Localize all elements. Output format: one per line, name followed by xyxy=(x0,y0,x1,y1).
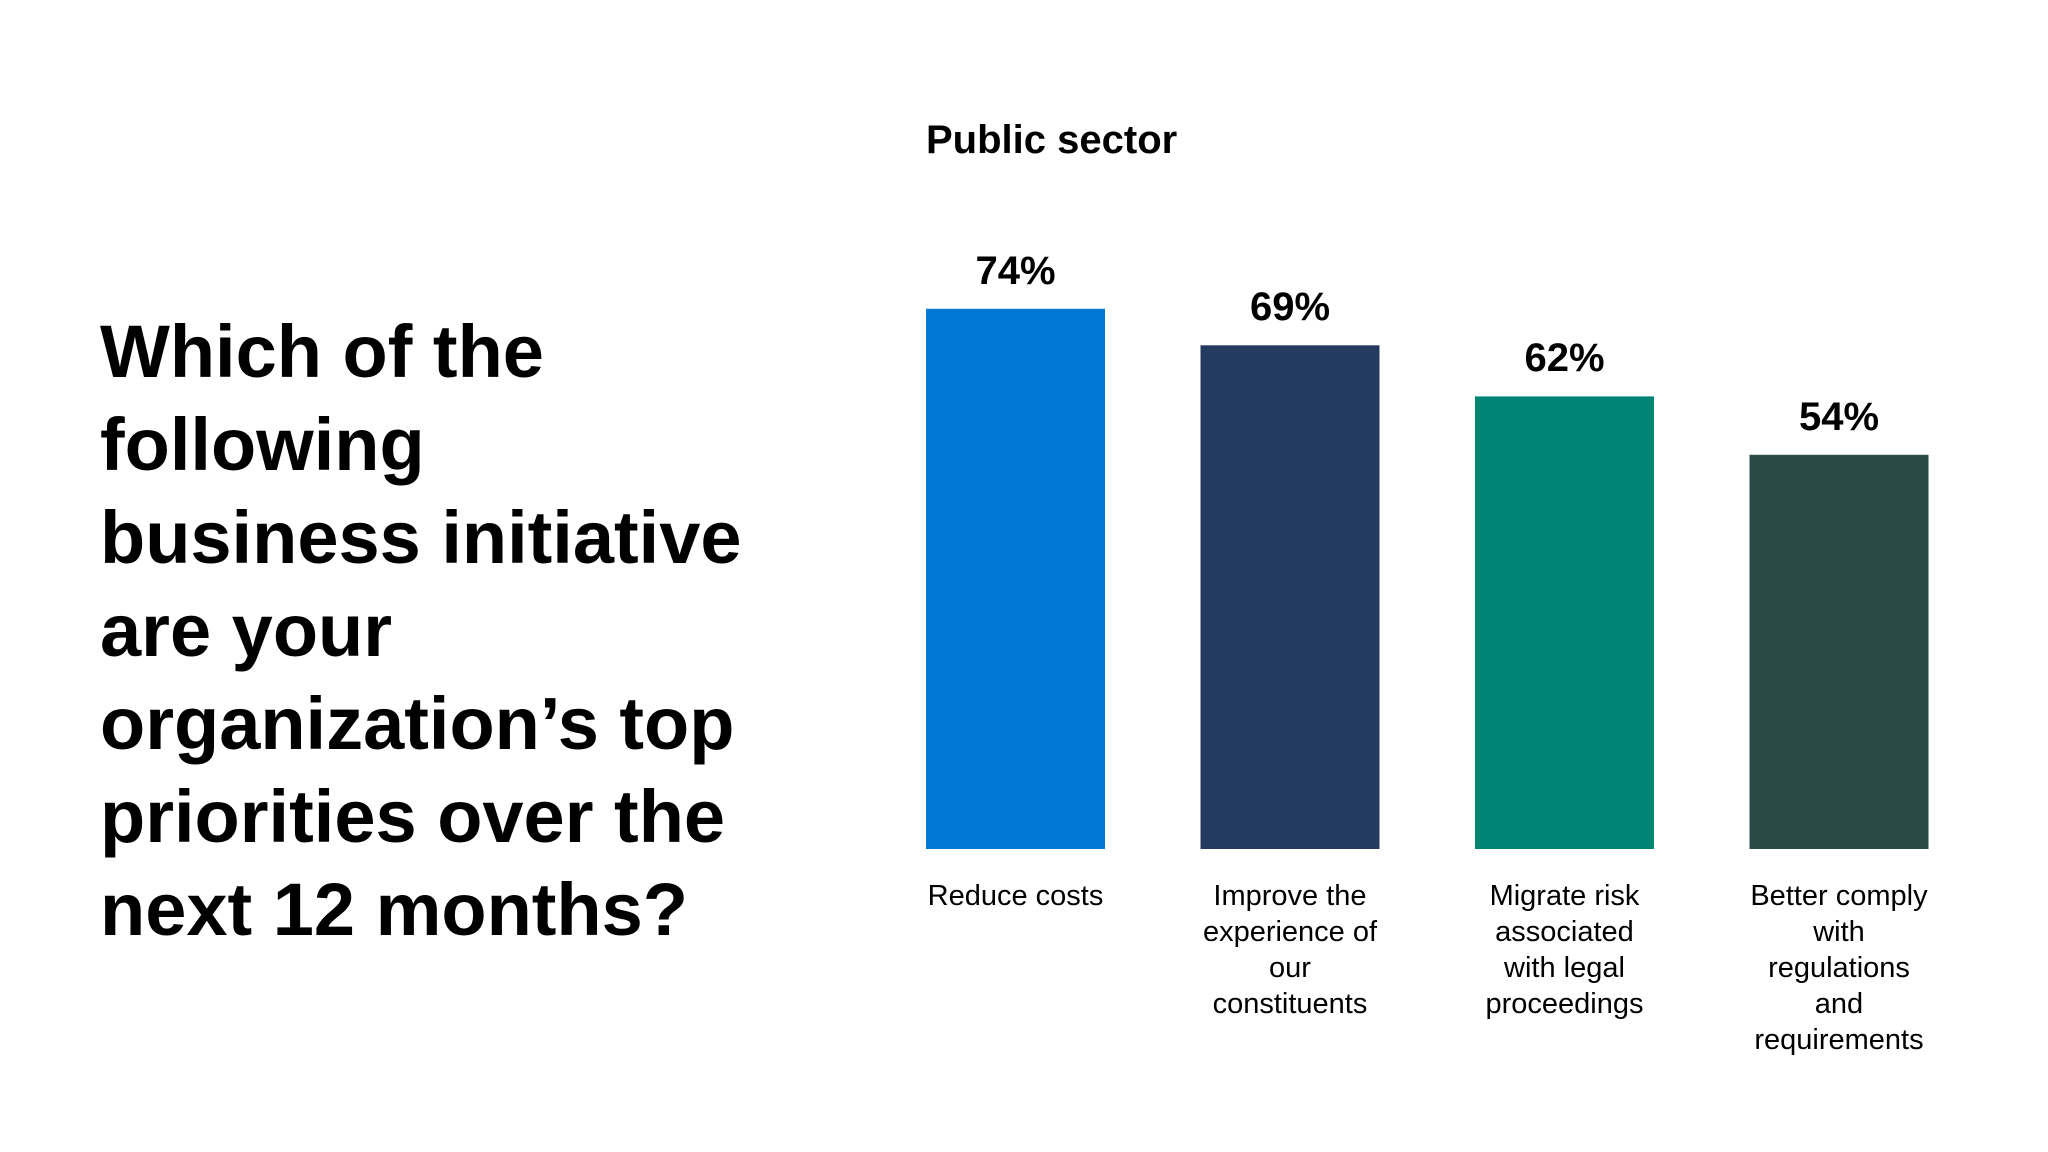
bar xyxy=(1475,396,1654,849)
value-label: 54% xyxy=(1798,394,1880,439)
question: Which of the following business initiati… xyxy=(100,310,742,951)
bar xyxy=(1749,454,1929,849)
category-label: Better comply with regulations and requi… xyxy=(1750,880,1928,1056)
value-label: 74% xyxy=(975,248,1056,293)
category-label: Migrate risk associated with legal proce… xyxy=(1485,880,1644,1020)
category-label: Improve the experience of our constituen… xyxy=(1202,880,1378,1020)
bar xyxy=(926,308,1105,849)
chart-title: Public sector xyxy=(926,118,1178,162)
bar xyxy=(1200,345,1380,849)
value-label: 69% xyxy=(1249,285,1331,330)
value-label: 62% xyxy=(1524,336,1605,381)
category-label: Reduce costs xyxy=(927,880,1104,912)
